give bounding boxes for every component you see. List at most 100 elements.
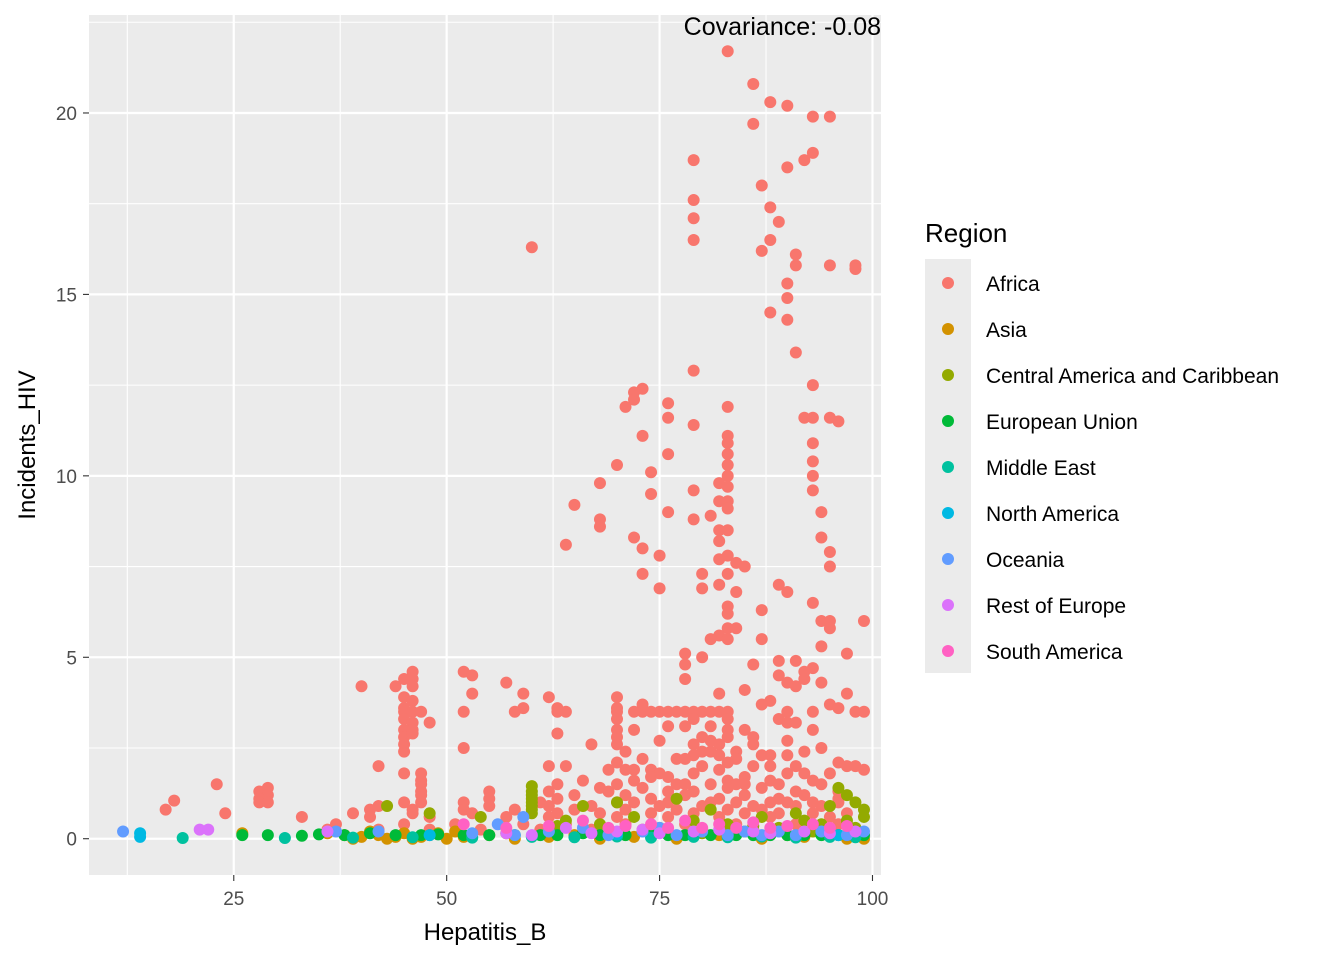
point-central-america-and-caribbean	[670, 792, 683, 805]
point-africa	[713, 524, 726, 537]
point-africa	[628, 796, 641, 809]
point-africa	[653, 582, 666, 595]
point-south-america	[713, 818, 726, 831]
point-africa	[781, 767, 794, 780]
point-africa	[670, 705, 683, 718]
point-africa	[755, 244, 768, 257]
point-africa	[747, 760, 760, 773]
point-africa	[500, 676, 513, 689]
point-africa	[713, 578, 726, 591]
legend-label-rest-of-europe: Rest of Europe	[986, 595, 1126, 618]
point-middle-east	[176, 831, 189, 844]
legend-key-rest-of-europe	[942, 599, 954, 611]
point-africa	[772, 654, 785, 667]
point-africa	[772, 669, 785, 682]
point-africa	[789, 654, 802, 667]
point-africa	[585, 738, 598, 751]
point-africa	[406, 807, 419, 820]
point-africa	[662, 720, 675, 733]
point-africa	[619, 789, 632, 802]
point-oceania	[721, 829, 734, 842]
point-africa	[781, 313, 794, 326]
point-africa	[662, 411, 675, 424]
grid-minor	[89, 15, 881, 875]
point-africa	[619, 400, 632, 413]
point-africa	[713, 553, 726, 566]
point-africa	[696, 567, 709, 580]
point-oceania	[117, 825, 130, 838]
point-africa	[628, 774, 641, 787]
point-africa	[295, 810, 308, 823]
point-africa	[457, 705, 470, 718]
point-africa	[628, 531, 641, 544]
point-africa	[687, 212, 700, 225]
point-south-america	[662, 821, 675, 834]
point-africa	[636, 781, 649, 794]
point-africa	[755, 179, 768, 192]
point-south-america	[500, 821, 513, 834]
point-south-america	[764, 821, 777, 834]
point-africa	[764, 760, 777, 773]
point-africa	[542, 760, 555, 773]
point-africa	[687, 513, 700, 526]
point-africa	[738, 723, 751, 736]
point-africa	[508, 803, 521, 816]
point-africa	[696, 651, 709, 664]
point-south-america	[679, 814, 692, 827]
point-africa	[721, 448, 734, 461]
point-south-america	[747, 816, 760, 829]
y-axis-ticks: 0 5 10 15 20	[56, 104, 89, 851]
point-africa	[823, 259, 836, 272]
point-middle-east	[347, 831, 359, 844]
point-africa	[806, 379, 819, 392]
legend-label-oceania: Oceania	[986, 549, 1065, 572]
point-africa	[713, 495, 726, 508]
point-africa	[738, 778, 751, 791]
point-africa	[721, 502, 734, 515]
point-south-america	[730, 821, 743, 834]
point-africa	[713, 535, 726, 548]
point-africa	[645, 792, 658, 805]
point-africa	[687, 484, 700, 497]
point-africa	[823, 110, 836, 123]
point-africa	[687, 233, 700, 246]
point-central-america-and-caribbean	[687, 814, 700, 827]
data-points	[117, 45, 870, 845]
x-axis-title: Hepatitis_B	[424, 919, 547, 946]
point-africa	[628, 723, 641, 736]
point-africa	[806, 484, 819, 497]
point-africa	[721, 781, 734, 794]
point-africa	[679, 752, 692, 765]
y-tick-label: 10	[56, 467, 77, 488]
covariance-annotation: Covariance: -0.08	[684, 13, 881, 41]
y-tick-label: 0	[66, 830, 77, 851]
point-africa	[645, 466, 658, 479]
point-rest-of-europe	[636, 823, 649, 836]
point-africa	[696, 760, 709, 773]
point-south-america	[806, 818, 819, 831]
point-africa	[500, 810, 513, 823]
point-africa	[406, 727, 419, 740]
point-central-america-and-caribbean	[704, 803, 717, 816]
point-africa	[696, 705, 709, 718]
point-central-america-and-caribbean	[857, 810, 870, 823]
point-africa	[653, 734, 666, 747]
point-africa	[611, 778, 623, 791]
point-africa	[721, 469, 734, 482]
point-africa	[823, 767, 836, 780]
y-tick-label: 5	[66, 648, 77, 669]
point-africa	[815, 800, 828, 813]
point-africa	[798, 673, 811, 686]
point-africa	[772, 778, 785, 791]
point-africa	[636, 705, 649, 718]
point-africa	[823, 622, 836, 635]
point-south-america	[542, 820, 555, 833]
point-africa	[738, 807, 751, 820]
point-africa	[704, 720, 717, 733]
point-africa	[670, 752, 683, 765]
point-oceania	[372, 825, 385, 838]
point-africa	[457, 742, 470, 754]
point-africa	[636, 752, 649, 765]
point-africa	[764, 201, 777, 214]
